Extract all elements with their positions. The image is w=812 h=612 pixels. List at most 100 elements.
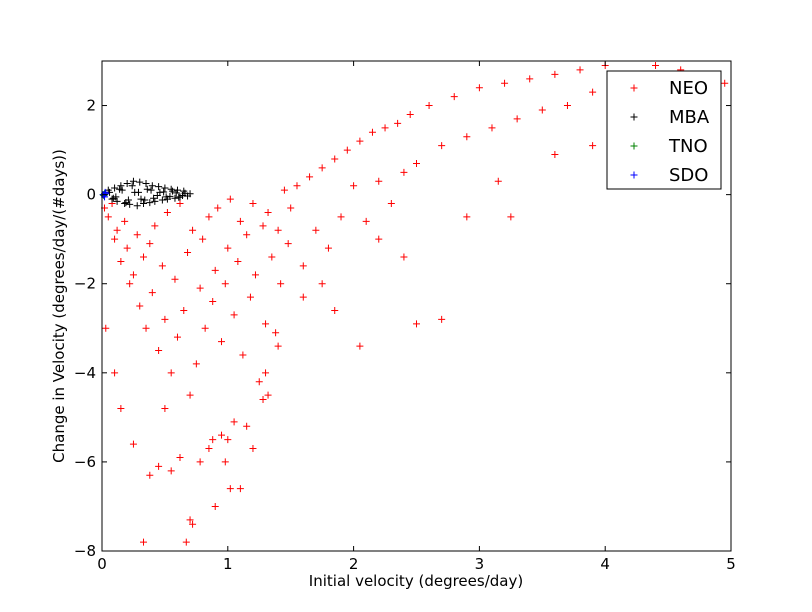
data-point <box>155 347 163 355</box>
data-point <box>563 102 571 110</box>
data-point <box>168 187 176 195</box>
data-point <box>153 192 161 200</box>
data-point <box>146 199 154 207</box>
data-point <box>226 195 234 203</box>
data-point <box>189 520 197 528</box>
data-point <box>246 293 254 301</box>
data-point <box>375 177 383 185</box>
data-point <box>293 182 301 190</box>
x-tick-label: 5 <box>726 555 736 573</box>
data-point <box>356 137 364 145</box>
data-point <box>413 320 420 328</box>
data-point <box>551 70 559 78</box>
data-point <box>259 222 267 230</box>
series-mba <box>101 177 194 210</box>
data-point <box>236 485 244 493</box>
legend-label-neo: NEO <box>669 78 708 99</box>
series-neo <box>101 61 729 546</box>
legend-label-mba: MBA <box>669 107 710 128</box>
data-point <box>211 266 219 274</box>
data-point <box>211 502 219 510</box>
data-point <box>161 184 169 192</box>
data-point <box>343 146 351 154</box>
data-point <box>192 360 200 368</box>
data-point <box>209 298 217 306</box>
data-point <box>205 213 213 221</box>
data-point <box>214 204 222 212</box>
data-point <box>151 222 159 230</box>
data-point <box>158 196 166 204</box>
data-point <box>113 197 121 205</box>
data-point <box>109 194 117 202</box>
x-axis-ticks: 0 1 2 3 4 5 <box>97 61 736 573</box>
data-point <box>400 168 408 176</box>
data-point <box>438 142 446 150</box>
data-point <box>272 329 280 337</box>
data-point <box>507 213 515 221</box>
data-point <box>413 159 420 167</box>
data-point <box>161 315 169 323</box>
data-point <box>262 320 270 328</box>
data-point <box>199 235 207 243</box>
data-point <box>221 458 229 466</box>
data-point <box>186 516 194 524</box>
data-point <box>264 208 272 216</box>
legend-marker-tno <box>630 142 638 150</box>
data-point <box>362 217 370 225</box>
data-point <box>117 182 125 190</box>
data-point <box>141 196 149 204</box>
legend-marker-neo <box>630 84 638 92</box>
data-point <box>589 142 597 150</box>
data-point <box>161 404 169 412</box>
data-point <box>117 257 125 265</box>
data-point <box>126 200 134 208</box>
data-point <box>140 538 148 546</box>
data-point <box>226 485 234 493</box>
data-point <box>475 84 483 92</box>
data-point <box>299 262 307 270</box>
data-point <box>111 235 119 243</box>
data-point <box>218 338 226 346</box>
data-point <box>150 194 158 202</box>
y-tick-label: −4 <box>74 364 96 382</box>
data-point <box>176 453 184 461</box>
data-point <box>104 213 112 221</box>
data-point <box>117 404 125 412</box>
data-point <box>155 462 163 470</box>
data-point <box>111 184 119 192</box>
data-point <box>166 192 174 200</box>
data-points <box>99 61 729 546</box>
x-tick-label: 4 <box>600 555 610 573</box>
data-point <box>205 445 213 453</box>
legend-label-sdo: SDO <box>669 165 708 186</box>
data-point <box>494 177 502 185</box>
data-point <box>172 189 180 197</box>
data-point <box>146 471 154 479</box>
data-point <box>526 75 534 83</box>
data-point <box>538 106 546 114</box>
data-point <box>221 280 229 288</box>
data-point <box>147 186 155 194</box>
data-point <box>140 253 148 261</box>
data-point <box>148 182 156 190</box>
data-point <box>209 436 217 444</box>
data-point <box>268 253 276 261</box>
data-point <box>196 458 204 466</box>
data-point <box>142 324 150 332</box>
data-point <box>173 333 181 341</box>
data-point <box>381 124 389 132</box>
data-point <box>652 61 660 69</box>
legend-label-tno: TNO <box>668 136 708 157</box>
data-point <box>259 396 267 404</box>
data-point <box>142 180 150 187</box>
data-point <box>155 183 163 191</box>
data-point <box>175 193 183 201</box>
data-point <box>255 378 263 386</box>
data-point <box>551 151 559 159</box>
x-tick-label: 1 <box>223 555 233 573</box>
data-point <box>463 133 471 141</box>
data-point <box>280 186 288 194</box>
y-tick-label: −6 <box>74 453 96 471</box>
data-point <box>126 280 134 288</box>
legend: NEO MBA TNO SDO <box>606 70 722 190</box>
